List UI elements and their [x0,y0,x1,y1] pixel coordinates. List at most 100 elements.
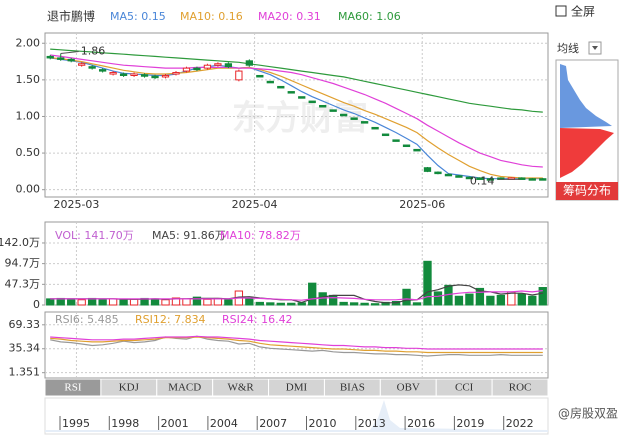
candle-body [203,64,212,69]
indicator-line [50,336,543,354]
y-tick-label: 1.351 [9,366,41,379]
chip-red-shape [560,128,614,178]
timeline-year: 2019 [456,417,484,430]
y-tick-label: 1.50 [16,73,41,86]
candle-body [434,171,442,175]
timeline-year: 2007 [259,417,287,430]
y-tick-label: 1.00 [16,109,41,122]
volume-bar [297,302,306,306]
max-label: 1.86 [81,45,106,58]
tab-label[interactable]: KDJ [119,382,140,394]
candle-body [57,57,65,60]
candle-body [130,73,138,76]
timeline-year: 1998 [111,417,139,430]
tab-label[interactable]: MACD [168,382,201,394]
volume-bar [77,299,86,306]
volume-bar [339,301,348,306]
indicator-tab[interactable]: BIAS [323,378,381,397]
timeline-year: 1995 [62,417,90,430]
legend-entry: RSI12: 7.834 [135,313,206,326]
indicator-tab[interactable]: W&R [212,378,270,397]
indicator-line [50,335,543,350]
volume-bar [255,301,264,306]
candle-body [413,148,421,152]
volume-bar [349,302,359,306]
indicator-tab[interactable]: RSI [44,378,102,397]
candle-body [350,117,358,120]
y-tick-label: 0.50 [16,146,41,159]
volume-bar [192,296,202,306]
volume-bar [182,298,191,306]
tab-label[interactable]: ROC [509,382,532,394]
legend-entry: RSI6: 5.485 [55,313,119,326]
candle-body [392,139,400,142]
fullscreen-button[interactable]: 全屏 [555,4,595,19]
chip-button-label[interactable]: 筹码分布 [563,184,611,198]
tab-label[interactable]: CCI [455,382,474,394]
volume-bar [245,298,254,306]
candle-body [518,177,526,180]
volume-bar [150,298,160,306]
candle-body [266,80,274,84]
ma-select[interactable]: 均线 [557,41,602,55]
timeline-year: 2013 [358,417,386,430]
indicator-tab[interactable]: ROC [491,378,549,397]
fullscreen-label: 全屏 [571,4,595,19]
volume-bar [454,295,464,306]
legend-entry: MA5: 91.86万 [152,229,226,242]
volume-bar [486,295,495,306]
indicator-tab[interactable]: DMI [268,378,325,397]
volume-bar [161,299,170,306]
volume-bar [171,297,181,306]
candle-body [360,121,369,124]
timeline-year: 2022 [506,417,534,430]
dropdown-arrow [592,46,598,50]
volume-bar [412,302,422,306]
indicator-line [50,335,543,357]
plot-frame [44,311,549,379]
volume-bar [67,298,76,306]
tab-label[interactable]: OBV [397,382,420,394]
y-tick-label: 35.34 [9,342,41,355]
ma-select-label: 均线 [557,41,579,55]
timeline-year: 2016 [407,417,435,430]
candle-body [528,178,536,181]
volume-bar [46,298,55,306]
volume-bar [329,294,338,306]
volume-bar [370,303,380,306]
indicator-tab[interactable]: CCI [435,378,493,397]
y-tick-label: 142.0万 [0,236,40,249]
credit-watermark: @房股双盈 [558,406,618,421]
chip-button[interactable] [556,182,618,200]
candle-body [214,63,222,66]
tab-label[interactable]: RSI [64,382,81,394]
indicator-line [50,54,543,168]
candle-body [308,100,316,104]
candle-body [67,58,75,62]
indicator-line [50,48,543,113]
indicator-tab[interactable]: KDJ [100,378,158,397]
volume-bar [528,295,537,306]
candle-body [46,55,54,59]
tab-label[interactable]: W&R [227,382,254,394]
volume-bar [360,302,369,306]
y-tick-label: 69.33 [9,318,41,331]
tab-background [491,378,549,397]
indicator-line [50,290,543,301]
legend-entry: VOL: 141.70万 [55,229,134,242]
chip-blue-shape [560,64,612,128]
tab-label[interactable]: BIAS [340,382,365,394]
candle-body [465,176,474,180]
indicator-tab[interactable]: OBV [379,378,437,397]
timeline [44,397,549,435]
candle-body [245,60,253,66]
volume-bar [496,294,506,306]
candle-body [193,67,201,71]
volume-bar [224,299,233,306]
tab-label[interactable]: DMI [286,382,308,394]
indicator-tab[interactable]: MACD [156,378,214,397]
candle-body [256,74,264,78]
volume-bar [98,298,107,306]
candle-body [287,91,295,94]
